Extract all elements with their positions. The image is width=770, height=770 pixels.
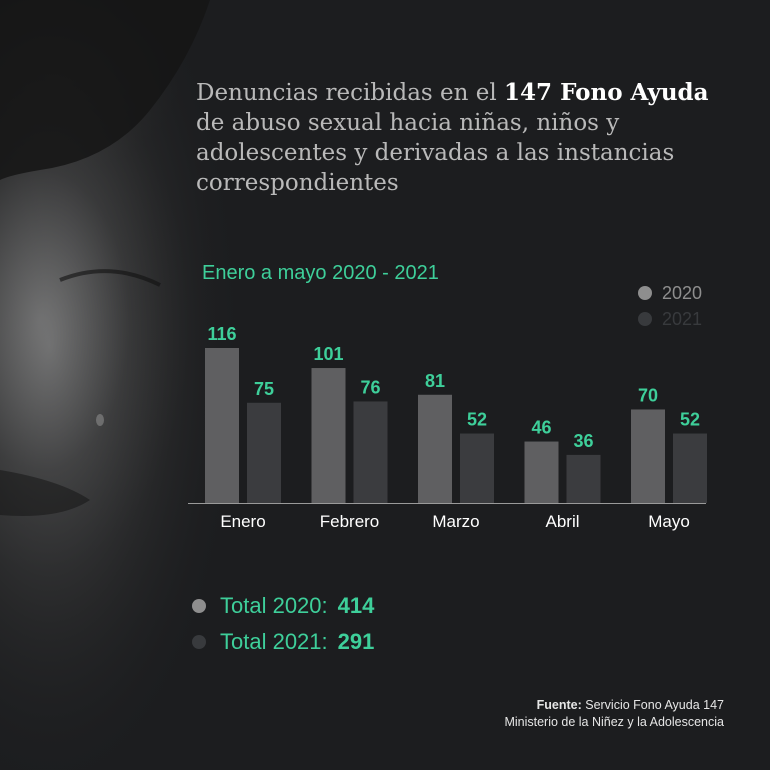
bar-2020-marzo (418, 394, 452, 503)
legend-dot-icon (638, 286, 652, 300)
bar-2020-mayo (631, 409, 665, 503)
bar-2021-febrero (353, 401, 388, 503)
totals: Total 2020: 414 Total 2021: 291 (192, 588, 374, 660)
total-label: Total 2020: (220, 593, 328, 618)
total-value: 414 (337, 593, 375, 618)
total-label: Total 2021: (220, 629, 328, 654)
legend: 2020 2021 (638, 280, 702, 332)
category-label: Enero (220, 512, 265, 531)
total-value: 291 (337, 629, 375, 654)
bar-2020-abril (524, 441, 559, 503)
legend-label: 2021 (662, 308, 703, 329)
title-prefix: Denuncias recibidas en el (196, 80, 505, 106)
data-label: 36 (573, 431, 593, 451)
bar-2021-enero (247, 402, 281, 503)
source-line-1: Fuente: Servicio Fono Ayuda 147 (504, 697, 724, 714)
data-label: 46 (531, 418, 551, 438)
background-photo (0, 0, 330, 770)
category-label: Febrero (320, 512, 380, 531)
total-dot-icon (192, 635, 206, 649)
category-label: Abril (545, 512, 579, 531)
legend-item-2020: 2020 (638, 280, 702, 306)
category-label: Mayo (648, 512, 690, 531)
total-row-2020: Total 2020: 414 (192, 588, 374, 624)
title-rest: de abuso sexual hacia niñas, niños y ado… (196, 110, 675, 196)
data-label: 52 (467, 410, 487, 430)
chart-title: Denuncias recibidas en el 147 Fono Ayuda… (196, 78, 716, 198)
bar-2020-febrero (311, 368, 346, 503)
bar-2021-mayo (673, 433, 707, 503)
legend-dot-icon (638, 312, 652, 326)
bar-2021-marzo (460, 433, 494, 503)
source-label: Fuente: (536, 698, 582, 712)
title-highlight: 147 Fono Ayuda (504, 79, 709, 106)
bar-2021-abril (566, 454, 601, 503)
source-line-2: Ministerio de la Niñez y la Adolescencia (504, 715, 724, 729)
chart-subtitle: Enero a mayo 2020 - 2021 (202, 262, 439, 284)
legend-label: 2020 (662, 282, 703, 303)
total-dot-icon (192, 599, 206, 613)
data-label: 52 (680, 410, 700, 430)
category-label: Marzo (432, 512, 479, 531)
data-label: 116 (207, 324, 236, 344)
data-label: 76 (360, 377, 380, 397)
data-label: 101 (313, 344, 343, 364)
total-row-2021: Total 2021: 291 (192, 624, 374, 660)
source-text: Servicio Fono Ayuda 147 (585, 698, 724, 712)
legend-item-2021: 2021 (638, 306, 702, 332)
source-note: Fuente: Servicio Fono Ayuda 147 Minister… (504, 697, 724, 731)
data-label: 70 (638, 385, 658, 405)
bar-2020-enero (205, 348, 239, 503)
data-label: 81 (425, 371, 445, 391)
data-label: 75 (254, 379, 274, 399)
